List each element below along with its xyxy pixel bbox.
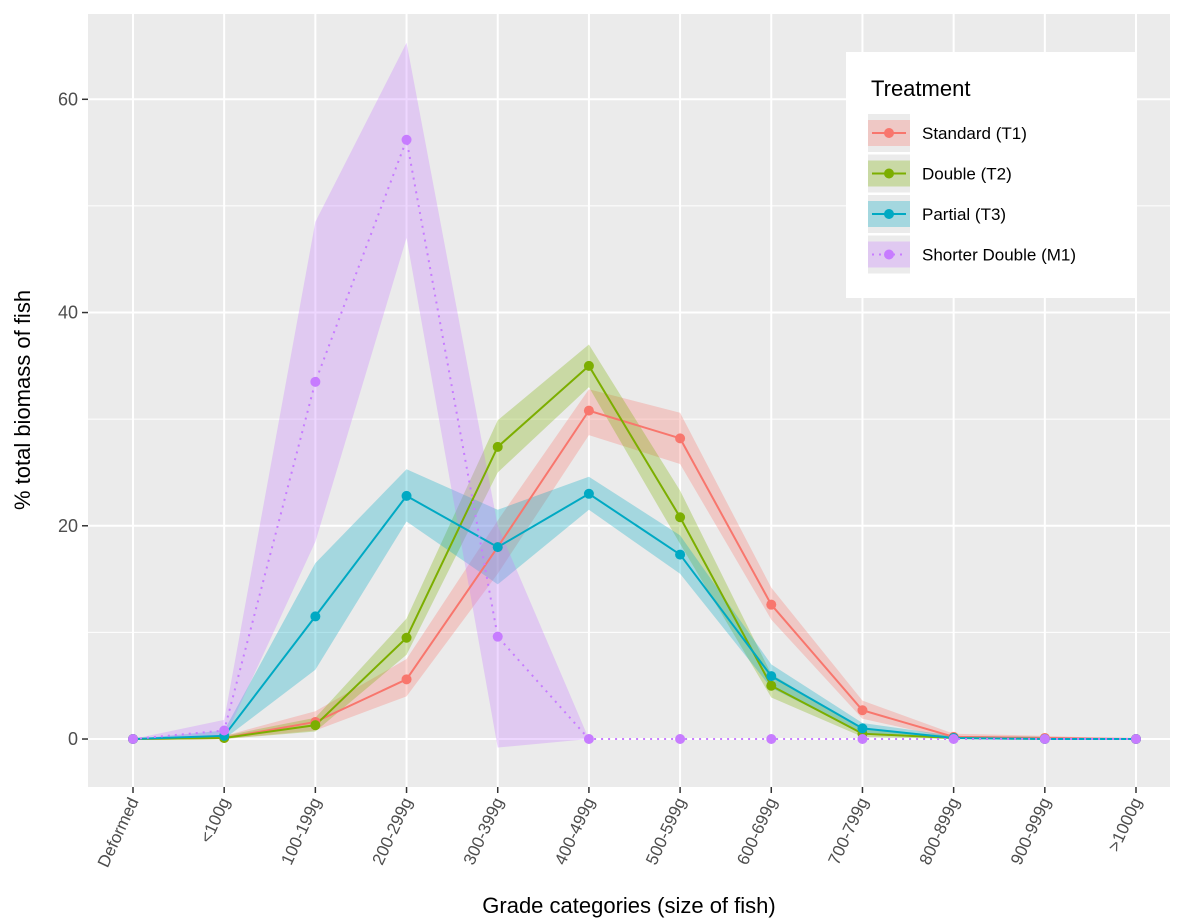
point-series-2 — [675, 512, 686, 523]
point-series-2 — [766, 680, 777, 691]
legend-key-point — [884, 209, 894, 219]
x-tick-label: >1000g — [1104, 795, 1145, 855]
point-series-1 — [766, 599, 777, 610]
point-series-1 — [401, 674, 412, 685]
point-series-2 — [401, 632, 412, 643]
x-tick-label: 200-299g — [369, 795, 417, 868]
point-series-3 — [857, 723, 868, 734]
point-series-4 — [766, 734, 777, 745]
point-series-4 — [948, 734, 959, 745]
ribbon-series-2 — [133, 344, 1136, 740]
legend-key-point — [884, 128, 894, 138]
x-tick-label: 400-499g — [551, 795, 599, 868]
point-series-2 — [583, 360, 594, 371]
point-series-4 — [675, 734, 686, 745]
point-series-3 — [492, 542, 503, 553]
point-series-1 — [857, 705, 868, 716]
x-tick-label: Deformed — [94, 795, 143, 871]
x-tick-label: 700-799g — [824, 795, 872, 868]
point-series-3 — [583, 488, 594, 499]
legend-label: Partial (T3) — [922, 205, 1006, 224]
series-lines — [132, 136, 1137, 741]
x-axis: Deformed <100g 100-199g 200-299g 300-399g 400… — [94, 787, 1146, 870]
line-series-1 — [132, 409, 1137, 741]
point-series-4 — [128, 734, 138, 745]
y-axis-title: % total biomass of fish — [10, 290, 35, 510]
x-tick-label: 100-199g — [277, 795, 325, 868]
legend-key-point — [884, 249, 894, 260]
point-series-4 — [1131, 734, 1141, 745]
point-series-4 — [583, 734, 594, 745]
legend: Treatment Standard (T1) Double (T2) Partia… — [846, 52, 1136, 298]
confidence-ribbons — [133, 42, 1136, 748]
y-tick-label: 40 — [58, 303, 78, 323]
x-tick-label: 300-399g — [460, 795, 508, 868]
y-tick-label: 20 — [58, 516, 78, 536]
ribbon-series-3 — [133, 469, 1136, 740]
grid-major — [88, 14, 1170, 787]
point-series-4 — [1039, 734, 1050, 745]
point-series-4 — [219, 725, 230, 736]
point-series-3 — [401, 490, 412, 501]
point-series-4 — [310, 376, 321, 387]
y-tick-label: 0 — [68, 729, 78, 749]
x-axis-title: Grade categories (size of fish) — [482, 893, 775, 918]
x-tick-label: 900-999g — [1007, 795, 1055, 868]
point-series-4 — [492, 631, 503, 642]
legend-title: Treatment — [871, 76, 970, 101]
point-series-2 — [492, 441, 503, 452]
point-series-2 — [310, 720, 321, 731]
x-tick-label: 800-899g — [916, 795, 964, 868]
legend-label: Shorter Double (M1) — [922, 246, 1076, 265]
legend-label: Double (T2) — [922, 165, 1012, 184]
x-tick-label: <100g — [196, 795, 233, 846]
point-series-4 — [857, 734, 868, 745]
point-series-3 — [310, 611, 321, 622]
legend-items: Standard (T1) Double (T2) Partial (T3) Shor… — [868, 114, 1076, 274]
point-series-3 — [766, 671, 777, 682]
y-axis: 0 20 40 60 — [58, 89, 88, 749]
point-series-3 — [675, 549, 686, 560]
series-points — [128, 134, 1141, 745]
x-tick-label: 600-699g — [733, 795, 781, 868]
point-series-4 — [401, 134, 412, 145]
ribbon-series-4 — [133, 42, 1136, 748]
line-series-3 — [132, 492, 1136, 741]
legend-key-point — [884, 168, 894, 179]
point-series-1 — [675, 433, 686, 444]
y-tick-label: 60 — [58, 89, 78, 109]
legend-label: Standard (T1) — [922, 124, 1027, 143]
x-tick-label: 500-599g — [642, 795, 690, 868]
point-series-1 — [583, 405, 594, 416]
